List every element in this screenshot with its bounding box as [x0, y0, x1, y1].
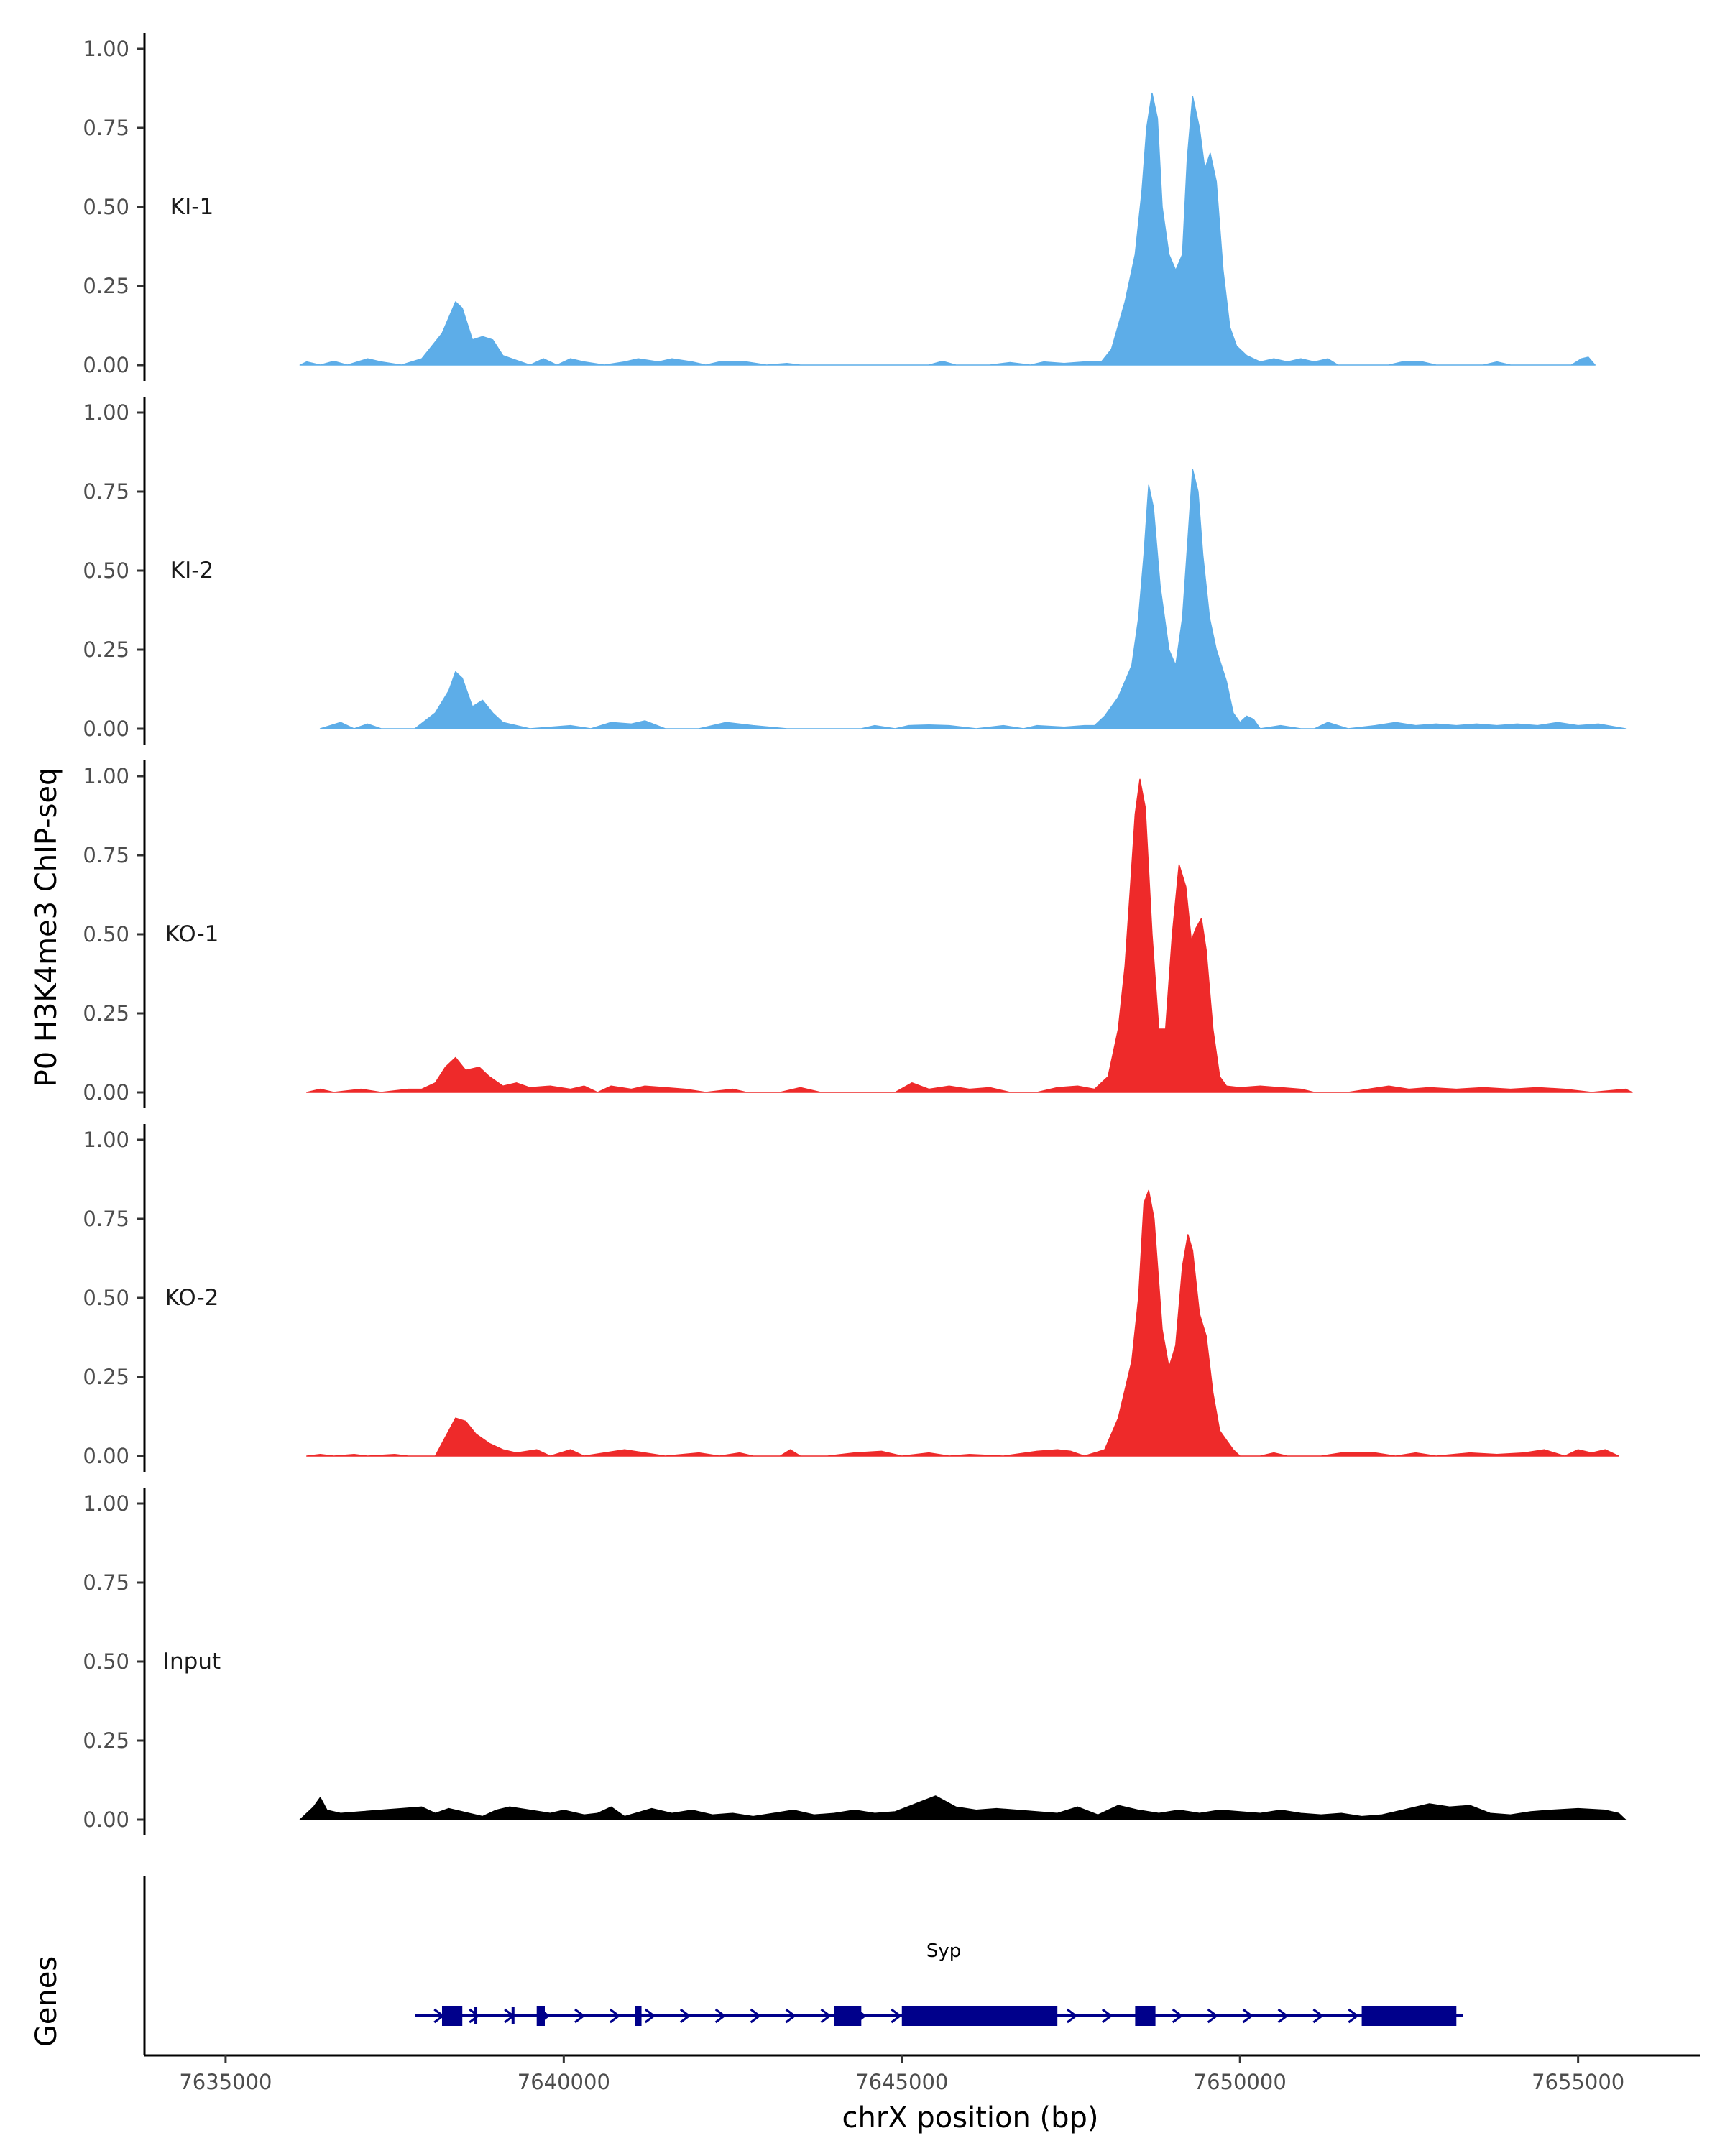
signal-area — [306, 1189, 1619, 1457]
strand-arrow — [1312, 2008, 1324, 2024]
y-tick-label: 0.75 — [83, 1207, 129, 1231]
gene-exon — [1135, 2006, 1156, 2026]
strand-arrow — [750, 2008, 762, 2024]
gene-exon — [441, 2006, 463, 2026]
signal-area — [299, 1795, 1627, 1820]
y-tick-label: 0.50 — [83, 1649, 129, 1674]
strand-arrow — [1172, 2008, 1184, 2024]
strand-arrow — [820, 2008, 832, 2024]
y-tick-label: 0.75 — [83, 843, 129, 867]
x-tick-label: 7645000 — [855, 2070, 948, 2094]
y-tick-label: 0.25 — [83, 1001, 129, 1026]
y-tick-label: 1.00 — [83, 400, 129, 425]
strand-arrow — [1348, 2008, 1359, 2024]
x-tick-label: 7650000 — [1194, 2070, 1287, 2094]
strand-arrow — [1207, 2008, 1219, 2024]
strand-arrow — [891, 2008, 902, 2024]
strand-arrow — [644, 2008, 656, 2024]
y-tick-label: 1.00 — [83, 1128, 129, 1152]
gene-exon — [536, 2006, 545, 2026]
y-tick-label: 0.00 — [83, 1080, 129, 1105]
signal-area — [319, 469, 1627, 729]
y-tick-label: 0.50 — [83, 922, 129, 946]
y-tick-label: 0.25 — [83, 1365, 129, 1389]
y-tick-label: 0.75 — [83, 479, 129, 504]
y-tick-label: 0.25 — [83, 274, 129, 298]
y-tick-label: 0.00 — [83, 1444, 129, 1468]
track-label: KO-2 — [165, 1285, 219, 1311]
track-input: 0.00 0.25 0.50 0.75 1.00 Input — [83, 1488, 1627, 1835]
strand-arrow — [469, 2008, 480, 2024]
y-tick-label: 0.25 — [83, 637, 129, 662]
strand-arrow — [1067, 2008, 1078, 2024]
y-tick-label: 0.00 — [83, 1807, 129, 1832]
y-tick-label: 1.00 — [83, 1491, 129, 1516]
y-tick-label: 0.75 — [83, 116, 129, 140]
track-ko-1: 0.00 0.25 0.50 0.75 1.00 KO-1 — [83, 760, 1633, 1108]
y-tick-label: 0.25 — [83, 1728, 129, 1753]
signal-area — [306, 778, 1633, 1093]
gene-name-label: Syp — [926, 1940, 961, 1962]
y-tick-label: 1.00 — [83, 37, 129, 61]
x-axis-title: chrX position (bp) — [842, 2101, 1098, 2134]
y-tick-label: 0.75 — [83, 1570, 129, 1595]
gene-track: Genes Syp — [30, 1876, 1463, 2055]
strand-arrow — [1277, 2008, 1289, 2024]
signal-area — [299, 92, 1596, 366]
x-tick-label: 7640000 — [518, 2070, 610, 2094]
track-ki-1: 0.00 0.25 0.50 0.75 1.00 KI-1 — [83, 33, 1596, 381]
gene-exon — [901, 2006, 1058, 2026]
strand-arrow — [1101, 2008, 1113, 2024]
x-tick-label: 7655000 — [1532, 2070, 1624, 2094]
gene-track-title: Genes — [30, 1956, 63, 2047]
y-tick-label: 1.00 — [83, 764, 129, 788]
strand-arrow — [610, 2008, 621, 2024]
signal-tracks: 0.00 0.25 0.50 0.75 1.00 KI-1 0.00 0.25 0.50 0.75… — [83, 33, 1633, 1835]
y-tick-label: 0.00 — [83, 717, 129, 741]
strand-arrow — [679, 2008, 691, 2024]
track-label: KI-1 — [170, 194, 213, 220]
track-ko-2: 0.00 0.25 0.50 0.75 1.00 KO-2 — [83, 1124, 1619, 1472]
y-tick-label: 0.00 — [83, 353, 129, 377]
strand-arrow — [1242, 2008, 1254, 2024]
y-tick-label: 0.50 — [83, 195, 129, 219]
gene-exon — [635, 2006, 642, 2026]
x-tick-label: 7635000 — [179, 2070, 272, 2094]
strand-arrow — [574, 2008, 586, 2024]
strand-arrow — [785, 2008, 797, 2024]
track-label: KI-2 — [170, 558, 213, 584]
track-label: KO-1 — [165, 921, 219, 947]
y-axis-title: P0 H3K4me3 ChIP-seq — [30, 768, 63, 1087]
track-label: Input — [163, 1649, 221, 1674]
strand-arrow — [714, 2008, 727, 2024]
y-tick-label: 0.50 — [83, 558, 129, 583]
y-tick-label: 0.50 — [83, 1286, 129, 1310]
x-axis: 7635000 7640000 7645000 7650000 7655000 — [144, 2054, 1700, 2094]
gene-exon — [1361, 2006, 1457, 2026]
track-ki-2: 0.00 0.25 0.50 0.75 1.00 KI-2 — [83, 397, 1627, 745]
gene-exon — [834, 2006, 862, 2026]
